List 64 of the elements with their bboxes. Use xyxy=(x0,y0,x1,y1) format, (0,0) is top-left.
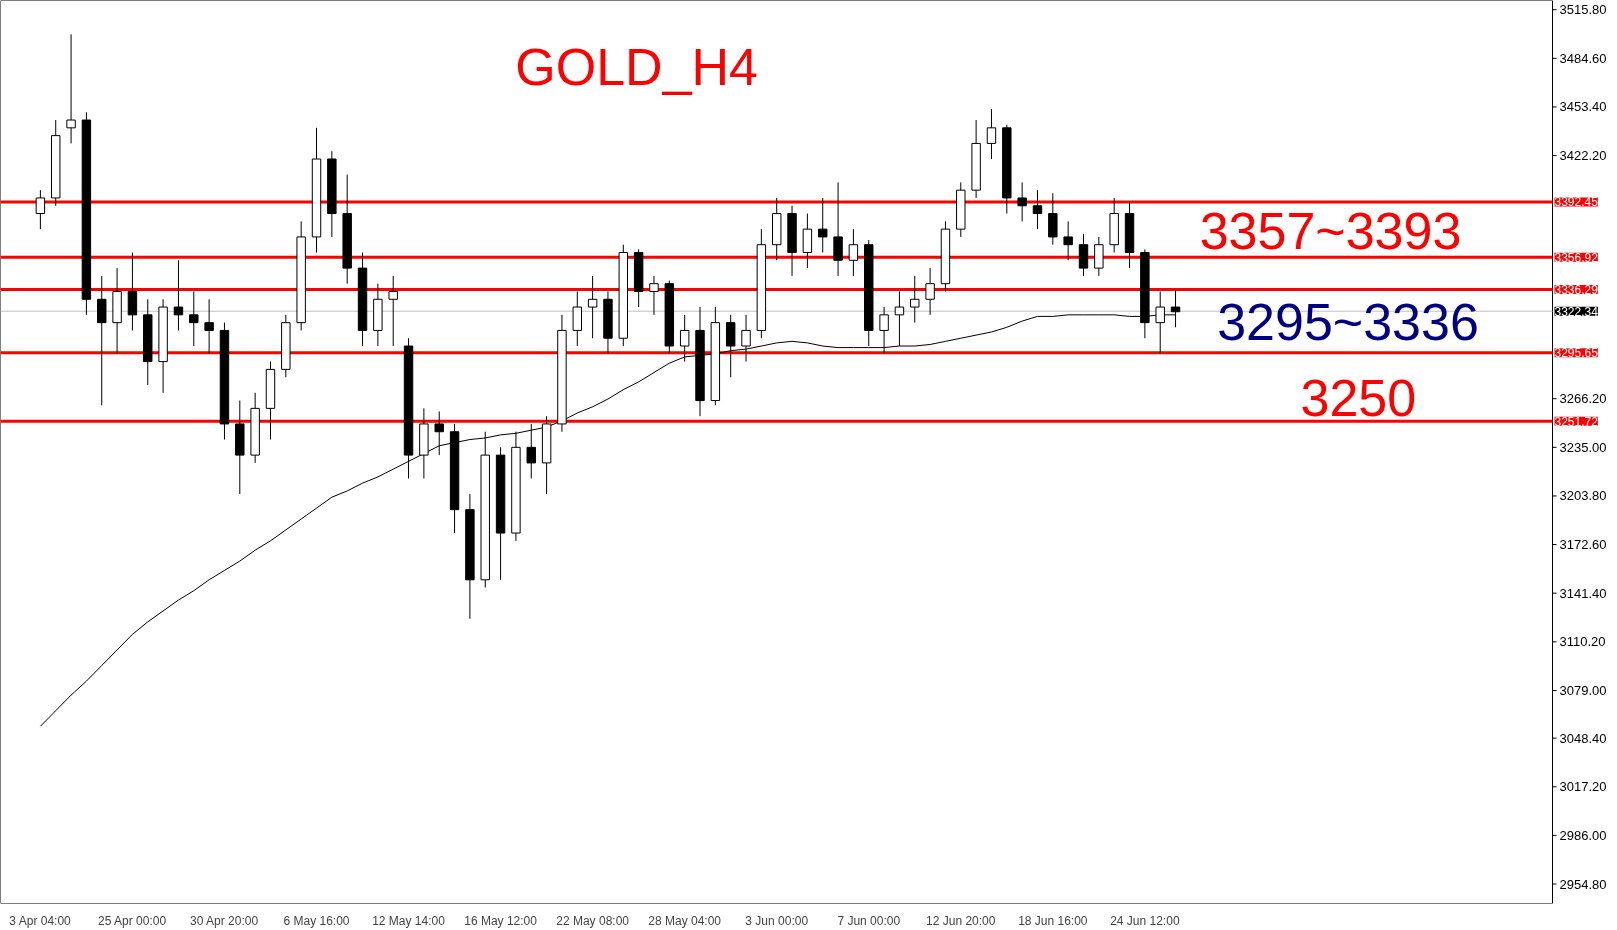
candlestick xyxy=(848,228,859,277)
x-tick-label: 16 May 12:00 xyxy=(464,913,538,928)
candlestick xyxy=(1048,192,1058,246)
text: GOLD_H4 xyxy=(515,37,759,96)
candlestick xyxy=(97,275,107,406)
candlestick xyxy=(1063,220,1073,261)
x-tick-label: 25 Apr 00:00 xyxy=(98,913,167,928)
y-tick-label: 3453.40 xyxy=(1559,99,1607,115)
ref-line-label: 3392.45 xyxy=(1554,195,1599,210)
x-tick-label: 7 Jun 00:00 xyxy=(837,913,901,928)
y-tick-label: 3141.40 xyxy=(1559,585,1607,601)
x-tick-label: 3 Jun 00:00 xyxy=(745,913,809,928)
candlestick xyxy=(833,181,843,277)
candlestick xyxy=(1017,181,1027,222)
ref-line-label: 3336.29 xyxy=(1554,282,1599,297)
candlestick xyxy=(587,275,598,339)
candlestick xyxy=(127,252,138,331)
candlestick xyxy=(434,410,444,456)
ref-line-label: 3356.92 xyxy=(1554,250,1599,265)
y-tick-label: 3422.20 xyxy=(1559,148,1607,164)
ref-line-label: 3295.65 xyxy=(1554,346,1599,361)
candlestick xyxy=(818,197,828,254)
y-tick-label: 3484.60 xyxy=(1559,50,1607,66)
candlestick xyxy=(204,298,214,355)
candlestick xyxy=(1094,236,1104,277)
y-tick-label: 2986.00 xyxy=(1559,827,1607,843)
candlestick xyxy=(388,275,398,347)
text: 3295~3336 xyxy=(1217,292,1479,351)
y-tick-label: 2954.80 xyxy=(1559,876,1607,892)
x-tick-label: 30 Apr 20:00 xyxy=(190,913,259,928)
candlestick xyxy=(1078,233,1089,277)
candlestick xyxy=(189,290,199,347)
y-tick-label: 3110.20 xyxy=(1559,634,1606,650)
y-tick-label: 3172.60 xyxy=(1559,537,1607,553)
y-tick-label: 3079.00 xyxy=(1559,682,1607,698)
x-tick-label: 22 May 08:00 xyxy=(556,913,630,928)
y-tick-label: 3266.20 xyxy=(1559,391,1607,407)
x-tick-label: 28 May 04:00 xyxy=(648,913,722,928)
y-tick-label: 3017.20 xyxy=(1559,779,1607,795)
ref-line-label: 3322.34 xyxy=(1554,304,1599,319)
ref-line-label: 3251.72 xyxy=(1554,414,1599,429)
candlestick xyxy=(526,423,536,479)
candlestick xyxy=(572,290,582,347)
text: 3357~3393 xyxy=(1199,201,1462,260)
text: 3250 xyxy=(1300,369,1417,428)
y-tick-label: 3515.80 xyxy=(1559,2,1607,18)
x-tick-label: 18 Jun 16:00 xyxy=(1018,913,1088,928)
x-tick-label: 12 Jun 20:00 xyxy=(926,913,996,928)
candlestick xyxy=(649,275,659,316)
candlestick xyxy=(1032,189,1043,230)
candlestick xyxy=(910,275,920,324)
candlestick xyxy=(802,213,813,269)
y-tick-label: 3235.00 xyxy=(1559,439,1607,455)
candlestick xyxy=(173,259,184,331)
candlestick xyxy=(986,108,997,160)
candlestick xyxy=(66,33,76,144)
x-tick-label: 12 May 14:00 xyxy=(372,913,446,928)
candlestick xyxy=(35,189,46,230)
y-tick-label: 3048.40 xyxy=(1559,730,1607,746)
candlestick xyxy=(925,267,935,316)
x-tick-label: 6 May 16:00 xyxy=(283,913,350,928)
y-tick-label: 3203.80 xyxy=(1559,488,1607,504)
x-tick-label: 3 Apr 04:00 xyxy=(9,913,72,928)
x-tick-label: 24 Jun 12:00 xyxy=(1110,913,1180,928)
